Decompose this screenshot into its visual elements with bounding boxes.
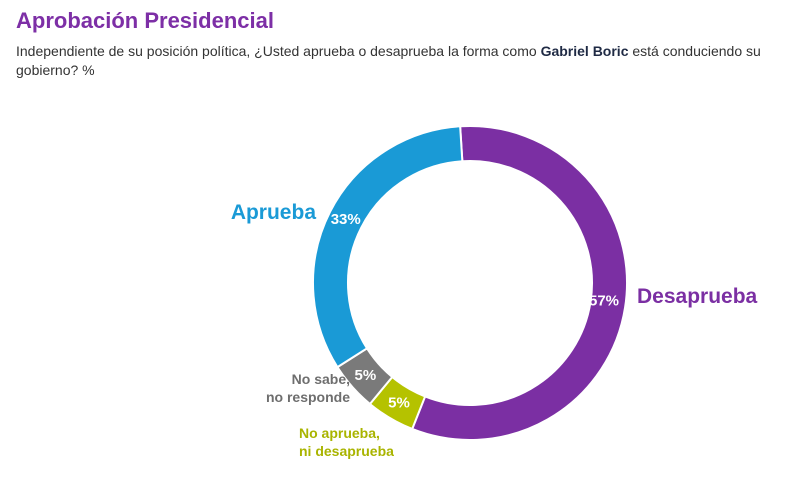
question-text-end: está conduciendo su gobierno? % bbox=[16, 43, 761, 78]
value-label: 5% bbox=[388, 395, 410, 412]
slice-name-label: No aprueba, ni desaprueba bbox=[299, 425, 394, 459]
slice-name-line: No aprueba, bbox=[299, 425, 380, 441]
value-label: 5% bbox=[355, 367, 377, 384]
value-label: 33% bbox=[331, 211, 361, 228]
slice-name-line: Desaprueba bbox=[637, 285, 758, 308]
slice-aprueba bbox=[312, 125, 464, 369]
question-name: Gabriel Boric bbox=[540, 43, 629, 59]
slice-name-line: No sabe, bbox=[292, 371, 350, 387]
slice-name-label: Aprueba bbox=[231, 201, 317, 224]
slice-desaprueba bbox=[410, 125, 628, 441]
slice-name-line: Aprueba bbox=[231, 201, 317, 224]
slice-name-line: ni desaprueba bbox=[299, 443, 394, 459]
slice-name-label: No sabe, no responde bbox=[266, 371, 350, 405]
chart-title: Aprobación Presidencial bbox=[16, 8, 274, 33]
slice-name-label: Desaprueba bbox=[637, 285, 758, 308]
slice-name-line: no responde bbox=[266, 389, 350, 405]
chart-question: Independiente de su posición política, ¿… bbox=[16, 42, 786, 80]
question-text: Independiente de su posición política, ¿… bbox=[16, 43, 541, 59]
value-label: 57% bbox=[589, 293, 619, 310]
